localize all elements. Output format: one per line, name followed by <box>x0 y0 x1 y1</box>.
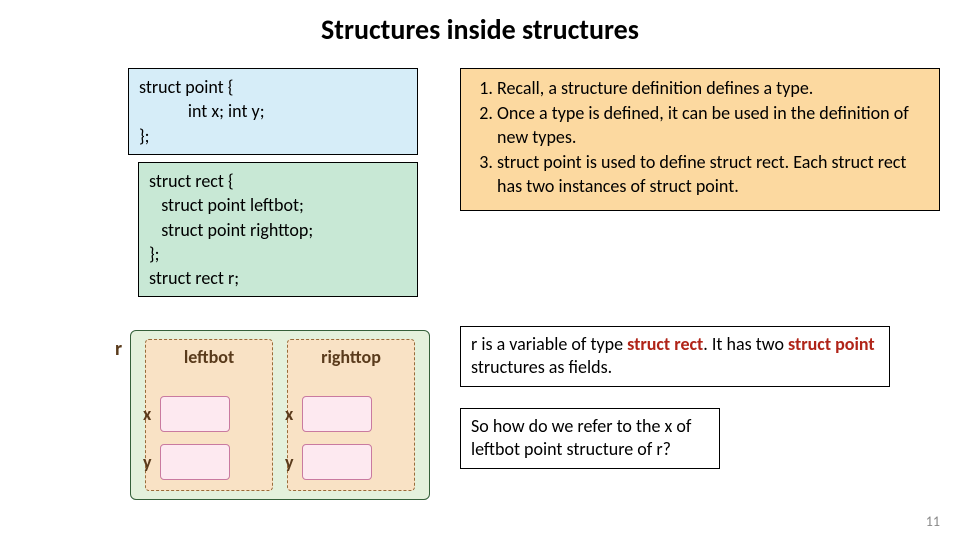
text-fragment: . It has two <box>703 333 788 355</box>
code-line: struct rect { <box>149 169 407 193</box>
explain-box-1: r is a variable of type struct rect. It … <box>460 326 890 387</box>
code-box-rect: struct rect { struct point leftbot; stru… <box>138 162 418 297</box>
diagram-y-label: y <box>143 451 152 473</box>
code-line: struct point leftbot; <box>149 193 407 217</box>
diagram-leftbot-y-cell: y <box>160 444 230 480</box>
diagram-righttop-y-cell: y <box>302 444 372 480</box>
diagram-leftbot-x-cell: x <box>160 396 230 432</box>
text-fragment: r is a variable of type <box>471 333 627 355</box>
diagram-x-label: x <box>143 403 151 425</box>
struct-diagram: r leftbot x y righttop x y <box>130 330 430 500</box>
diagram-righttop-x-cell: x <box>302 396 372 432</box>
diagram-y-label: y <box>285 451 294 473</box>
text-highlight: struct point <box>788 333 875 355</box>
code-line: struct point { <box>139 75 407 99</box>
diagram-r-label: r <box>115 337 122 361</box>
diagram-leftbot-label: leftbot <box>146 346 272 368</box>
code-line: struct point righttop; <box>149 218 407 242</box>
code-line: }; <box>139 124 407 148</box>
recall-item: Once a type is defined, it can be used i… <box>497 102 931 149</box>
code-line: struct rect r; <box>149 266 407 290</box>
diagram-x-label: x <box>285 403 293 425</box>
recall-item: struct point is used to define struct re… <box>497 151 931 198</box>
text-highlight: struct rect <box>627 333 703 355</box>
code-line: int x; int y; <box>139 99 407 123</box>
diagram-leftbot-box: leftbot x y <box>145 339 273 491</box>
page-number: 11 <box>926 513 940 530</box>
explain-box-2: So how do we refer to the x of leftbot p… <box>460 408 720 469</box>
recall-item: Recall, a structure definition defines a… <box>497 77 931 100</box>
diagram-righttop-box: righttop x y <box>287 339 415 491</box>
code-line: }; <box>149 242 407 266</box>
slide-title: Structures inside structures <box>0 12 960 47</box>
recall-box: Recall, a structure definition defines a… <box>460 68 940 211</box>
diagram-righttop-label: righttop <box>288 346 414 368</box>
text-fragment: structures as fields. <box>471 356 612 378</box>
code-box-point: struct point { int x; int y; }; <box>128 68 418 155</box>
